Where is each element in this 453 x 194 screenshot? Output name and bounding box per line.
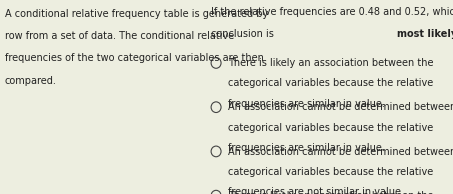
Text: A conditional relative frequency table is generated by: A conditional relative frequency table i… <box>5 9 268 19</box>
Text: frequencies are similar in value.: frequencies are similar in value. <box>228 99 385 109</box>
Text: compared.: compared. <box>5 76 57 86</box>
Text: conclusion is: conclusion is <box>211 29 277 39</box>
Text: most likely: most likely <box>397 29 453 39</box>
Text: There is likely an association between the: There is likely an association between t… <box>228 191 434 194</box>
Text: frequencies of the two categorical variables are then: frequencies of the two categorical varia… <box>5 53 263 63</box>
Text: categorical variables because the relative: categorical variables because the relati… <box>228 123 433 133</box>
Text: categorical variables because the relative: categorical variables because the relati… <box>228 79 433 88</box>
Text: There is likely an association between the: There is likely an association between t… <box>228 58 434 68</box>
Text: frequencies are similar in value.: frequencies are similar in value. <box>228 143 385 153</box>
Text: row from a set of data. The conditional relative: row from a set of data. The conditional … <box>5 31 234 41</box>
Text: frequencies are not similar in value.: frequencies are not similar in value. <box>228 187 404 194</box>
Text: An association cannot be determined between the: An association cannot be determined betw… <box>228 147 453 157</box>
Text: categorical variables because the relative: categorical variables because the relati… <box>228 167 433 177</box>
Text: If the relative frequencies are 0.48 and 0.52, which: If the relative frequencies are 0.48 and… <box>211 7 453 17</box>
Text: An association cannot be determined between the: An association cannot be determined betw… <box>228 102 453 112</box>
